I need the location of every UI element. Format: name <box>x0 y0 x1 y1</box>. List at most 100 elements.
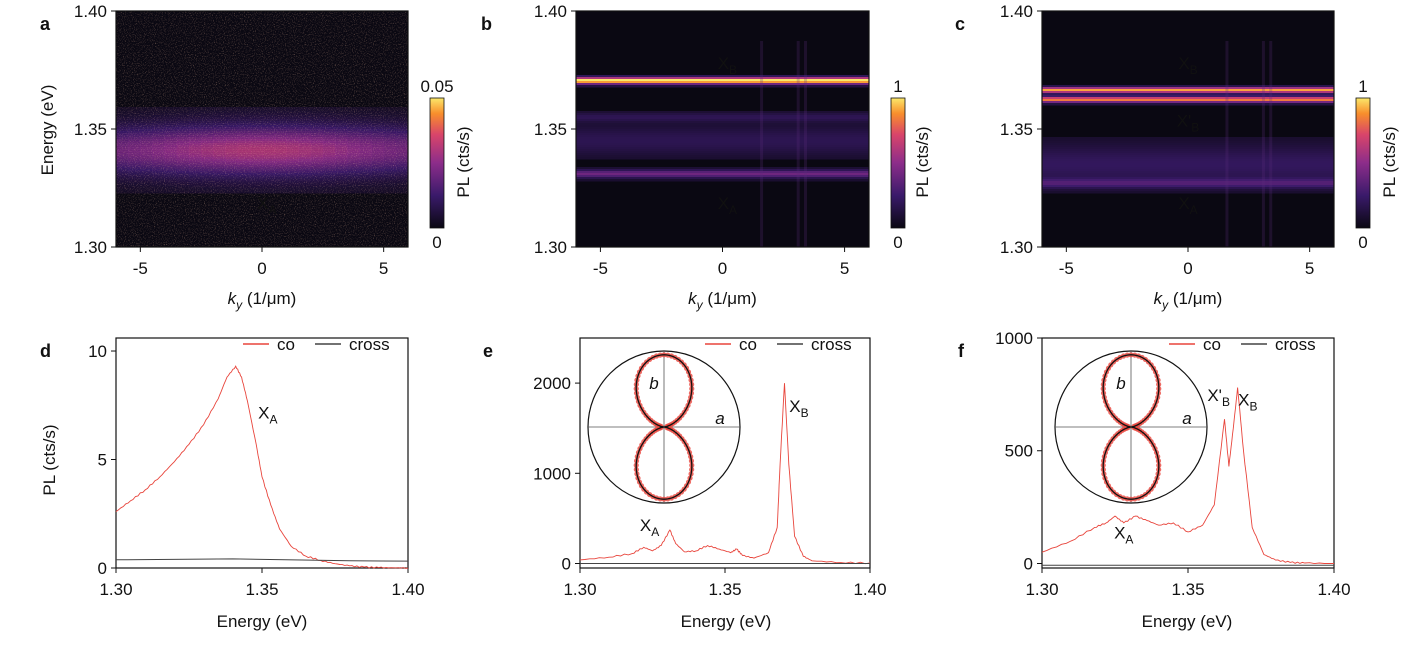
panel-label-c: c <box>955 14 965 34</box>
heatmap-row <box>576 131 869 134</box>
heatmap-row <box>1042 185 1334 188</box>
ytick-label: 1.35 <box>534 120 567 139</box>
annotation-f: XA <box>1114 524 1133 547</box>
ytick-label: 1.40 <box>534 2 567 21</box>
heatmap-row <box>576 147 869 150</box>
heatmap-row <box>1042 177 1334 180</box>
heatmap-row <box>576 173 869 176</box>
heatmap-row <box>1042 173 1334 176</box>
heatmap-streak <box>760 41 764 247</box>
heatmap-row <box>1042 175 1334 178</box>
xlabel-c: ky (1/μm) <box>1154 289 1223 312</box>
panel-label-f: f <box>958 341 965 361</box>
polar-inset-f: ba <box>1054 350 1208 504</box>
heatmap-row <box>1042 163 1334 166</box>
heatmap-row <box>1042 89 1334 92</box>
svg-text:Energy (eV): Energy (eV) <box>217 612 308 631</box>
heatmap-row <box>576 157 869 160</box>
heatmap-row <box>1042 191 1334 194</box>
heatmap-row <box>1042 87 1334 90</box>
ylabel-d: PL (cts/s) <box>40 424 59 495</box>
heatmap-row <box>1042 151 1334 154</box>
heatmap-row <box>576 151 869 154</box>
xtick-label: 1.40 <box>1317 580 1350 599</box>
legend-label-cross: cross <box>811 335 852 354</box>
heatmap-row <box>576 155 869 158</box>
heatmap-row <box>576 153 869 156</box>
xtick-label: -5 <box>593 259 608 278</box>
ytick-label: 1.40 <box>74 2 107 21</box>
heatmap-row <box>576 145 869 148</box>
polar-label-b: b <box>1116 374 1125 393</box>
colorbar-label-c: PL (cts/s) <box>1380 126 1399 197</box>
ytick-label: 10 <box>88 342 107 361</box>
legend-label-co: co <box>277 335 295 354</box>
heatmap-streak <box>1261 41 1265 247</box>
annotation-e: XB <box>789 397 808 420</box>
heatmap-row <box>1042 183 1334 186</box>
heatmap-row <box>1042 143 1334 146</box>
heatmap-row <box>576 133 869 136</box>
colorbar-max-label: 0.05 <box>420 77 453 96</box>
xtick-label: 5 <box>1305 259 1314 278</box>
heatmap-row <box>1042 159 1334 162</box>
heatmap-b: 1.30 1.35 1.40 -5 0 5 ky (1/μm) XB XA 1 0 <box>534 2 906 312</box>
heatmap-row <box>576 129 869 132</box>
ytick-label: 1.30 <box>1000 238 1033 257</box>
svg-text:Energy (eV): Energy (eV) <box>681 612 772 631</box>
polar-fit-line <box>1102 354 1160 500</box>
spectrum-d: 0 5 10 1.30 1.35 1.40 co cross XA <box>88 335 424 599</box>
heatmap-streak <box>804 41 808 247</box>
xtick-label: 0 <box>1183 259 1192 278</box>
xlabel-e: Energy (eV) <box>681 612 772 631</box>
xtick-label: 1.30 <box>1025 580 1058 599</box>
heatmap-row <box>576 139 869 142</box>
polar-fit-line <box>635 354 693 500</box>
heatmap-row <box>1042 169 1334 172</box>
panel-label-b: b <box>481 14 492 34</box>
xtick-label: -5 <box>133 259 148 278</box>
heatmap-background <box>1042 11 1334 247</box>
heatmap-row <box>576 137 869 140</box>
series-line-co <box>579 383 871 565</box>
ytick-label: 5 <box>98 451 107 470</box>
xtick-label: 0 <box>718 259 727 278</box>
heatmap-row <box>1042 179 1334 182</box>
heatmap-row <box>576 171 869 174</box>
heatmap-row <box>576 167 869 170</box>
xlabel-b: ky (1/μm) <box>688 289 757 312</box>
xlabel-f: Energy (eV) <box>1142 612 1233 631</box>
xtick-label: 1.35 <box>1171 580 1204 599</box>
colorbar-max-label: 1 <box>1358 77 1367 96</box>
heatmap-row <box>1042 101 1334 104</box>
heatmap-row <box>576 117 869 120</box>
heatmap-row <box>1042 91 1334 94</box>
xlabel-d: Energy (eV) <box>217 612 308 631</box>
ytick-label: 0 <box>562 554 571 573</box>
colorbar <box>890 97 906 229</box>
heatmap-row <box>1042 99 1334 102</box>
heatmap-row <box>576 127 869 130</box>
heatmap-row <box>1042 97 1334 100</box>
ytick-label: 1.35 <box>74 120 107 139</box>
xtick-label: 1.30 <box>99 580 132 599</box>
heatmap-row <box>576 119 869 122</box>
heatmap-streak <box>1269 41 1273 247</box>
annotation-b: XB <box>718 54 737 77</box>
ytick-label: 500 <box>1005 442 1033 461</box>
heatmap-row <box>1042 145 1334 148</box>
heatmap-row <box>1042 153 1334 156</box>
heatmap-row <box>576 179 869 182</box>
colorbar <box>1355 97 1371 229</box>
xlabel-a: ky (1/μm) <box>228 289 297 312</box>
annotation-b: XA <box>718 194 737 217</box>
series-line-co <box>1041 387 1335 565</box>
heatmap-row <box>1042 149 1334 152</box>
heatmap-row <box>576 115 869 118</box>
panel-label-a: a <box>40 14 51 34</box>
annotation-d: XA <box>258 403 277 426</box>
polar-inset-e: ba <box>587 350 741 504</box>
colorbar-label-a: PL (cts/s) <box>454 126 473 197</box>
annotation-c: XA <box>1178 194 1197 217</box>
